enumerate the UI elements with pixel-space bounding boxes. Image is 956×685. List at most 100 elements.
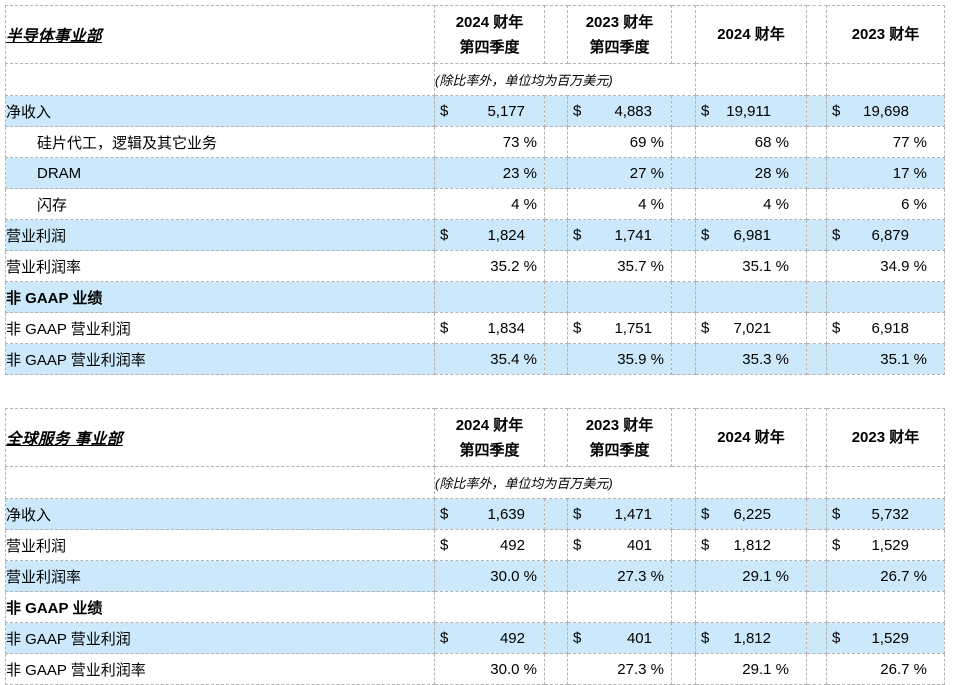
cell-value: 6,879 <box>871 226 909 244</box>
value-cell: $1,812 <box>695 622 807 654</box>
currency-symbol: $ <box>573 226 582 244</box>
value-cell: 29.1 % <box>695 560 807 592</box>
value-cell: 28 % <box>695 157 807 189</box>
units-note: (除比率外，单位均为百万美元) <box>434 466 696 499</box>
currency-symbol: $ <box>832 226 841 244</box>
value-cell: 17 % <box>826 157 945 189</box>
spacer-cell <box>671 560 696 592</box>
spacer-cell <box>544 343 568 375</box>
value-cell: $19,911 <box>695 95 807 127</box>
cell-value: 35.2 % <box>490 257 537 275</box>
table-title: 全球服务 事业部 <box>6 430 123 448</box>
currency-symbol: $ <box>832 505 841 523</box>
cell-value: 35.1 % <box>880 350 927 368</box>
spacer-cell <box>806 281 827 313</box>
value-cell: 4 % <box>567 188 672 220</box>
spacer-cell <box>806 157 827 189</box>
cell-value: 19,911 <box>726 102 771 120</box>
value-cell: 35.2 % <box>434 250 545 282</box>
spacer-cell <box>671 157 696 189</box>
spacer-cell <box>544 126 568 158</box>
value-cell: 30.0 % <box>434 560 545 592</box>
table-row: 非 GAAP 业绩 <box>5 281 945 313</box>
value-cell <box>567 281 672 313</box>
row-label: 净收入 <box>5 95 435 127</box>
value-cell: 23 % <box>434 157 545 189</box>
cell-value: 30.0 % <box>490 660 537 678</box>
empty-cell <box>5 63 435 96</box>
value-cell: $6,879 <box>826 219 945 251</box>
value-cell: $1,529 <box>826 622 945 654</box>
spacer-cell <box>806 466 827 499</box>
cell-value: 19,698 <box>863 102 909 120</box>
row-label: 非 GAAP 业绩 <box>5 591 435 623</box>
spacer-cell <box>806 560 827 592</box>
value-cell: 35.9 % <box>567 343 672 375</box>
value-cell: 4 % <box>434 188 545 220</box>
column-header-q4-2023: 2023 财年 第四季度 <box>567 408 672 467</box>
spacer-cell <box>671 188 696 220</box>
spacer-cell <box>806 188 827 220</box>
currency-symbol: $ <box>440 505 449 523</box>
spacer-cell <box>544 188 568 220</box>
header-row: 全球服务 事业部 2024 财年 第四季度 2023 财年 第四季度 2024 … <box>5 408 945 467</box>
cell-value: 26.7 % <box>880 567 927 585</box>
value-cell: $1,741 <box>567 219 672 251</box>
table-row: 非 GAAP 营业利润 $492 $401 $1,812 $1,529 <box>5 622 945 654</box>
cell-value: 401 <box>626 536 652 554</box>
cell-value: 1,812 <box>733 629 771 647</box>
cell-value: 5,732 <box>871 505 909 523</box>
spacer-cell <box>671 5 696 64</box>
spacer-cell <box>544 560 568 592</box>
value-cell: $1,824 <box>434 219 545 251</box>
value-cell: 26.7 % <box>826 560 945 592</box>
value-cell: 4 % <box>695 188 807 220</box>
spacer-cell <box>671 219 696 251</box>
value-cell: 35.1 % <box>826 343 945 375</box>
spacer-cell <box>544 281 568 313</box>
currency-symbol: $ <box>832 629 841 647</box>
cell-value: 30.0 % <box>490 567 537 585</box>
cell-value: 4,883 <box>614 102 652 120</box>
currency-symbol: $ <box>440 319 449 337</box>
currency-symbol: $ <box>832 319 841 337</box>
row-label: 非 GAAP 营业利润 <box>5 312 435 344</box>
row-label: 非 GAAP 营业利润率 <box>5 653 435 685</box>
currency-symbol: $ <box>440 536 449 554</box>
cell-value: 6 % <box>901 195 927 213</box>
cell-value: 401 <box>626 629 652 647</box>
cell-value: 1,471 <box>614 505 652 523</box>
cell-value: 5,177 <box>487 102 525 120</box>
row-label: 营业利润 <box>5 529 435 561</box>
cell-value: 35.1 % <box>742 257 789 275</box>
value-cell <box>695 281 807 313</box>
table-row: 非 GAAP 营业利润率 30.0 % 27.3 % 29.1 % 26.7 % <box>5 653 945 685</box>
cell-value: 1,639 <box>487 505 525 523</box>
value-cell: 26.7 % <box>826 653 945 685</box>
cell-value: 69 % <box>629 133 664 151</box>
value-cell: $1,834 <box>434 312 545 344</box>
spacer-cell <box>671 529 696 561</box>
column-header-fy2024: 2024 财年 <box>695 408 807 467</box>
cell-value: 23 % <box>502 164 537 182</box>
spacer-cell <box>806 653 827 685</box>
global-services-segment-table: 全球服务 事业部 2024 财年 第四季度 2023 财年 第四季度 2024 … <box>5 408 945 685</box>
table-gap <box>5 375 956 408</box>
currency-symbol: $ <box>701 226 710 244</box>
spacer-cell <box>806 5 827 64</box>
spacer-cell <box>806 312 827 344</box>
currency-symbol: $ <box>573 319 582 337</box>
cell-value: 1,529 <box>871 536 909 554</box>
cell-value: 4 % <box>511 195 537 213</box>
spacer-cell <box>671 653 696 685</box>
cell-value: 34.9 % <box>880 257 927 275</box>
cell-value: 27 % <box>629 164 664 182</box>
value-cell <box>826 591 945 623</box>
spacer-cell <box>806 63 827 96</box>
table-title-cell: 全球服务 事业部 <box>5 408 435 467</box>
spacer-cell <box>671 622 696 654</box>
units-note-row: (除比率外，单位均为百万美元) <box>5 63 945 96</box>
spacer-cell <box>544 157 568 189</box>
currency-symbol: $ <box>573 536 582 554</box>
table-row: 净收入 $1,639 $1,471 $6,225 $5,732 <box>5 498 945 530</box>
